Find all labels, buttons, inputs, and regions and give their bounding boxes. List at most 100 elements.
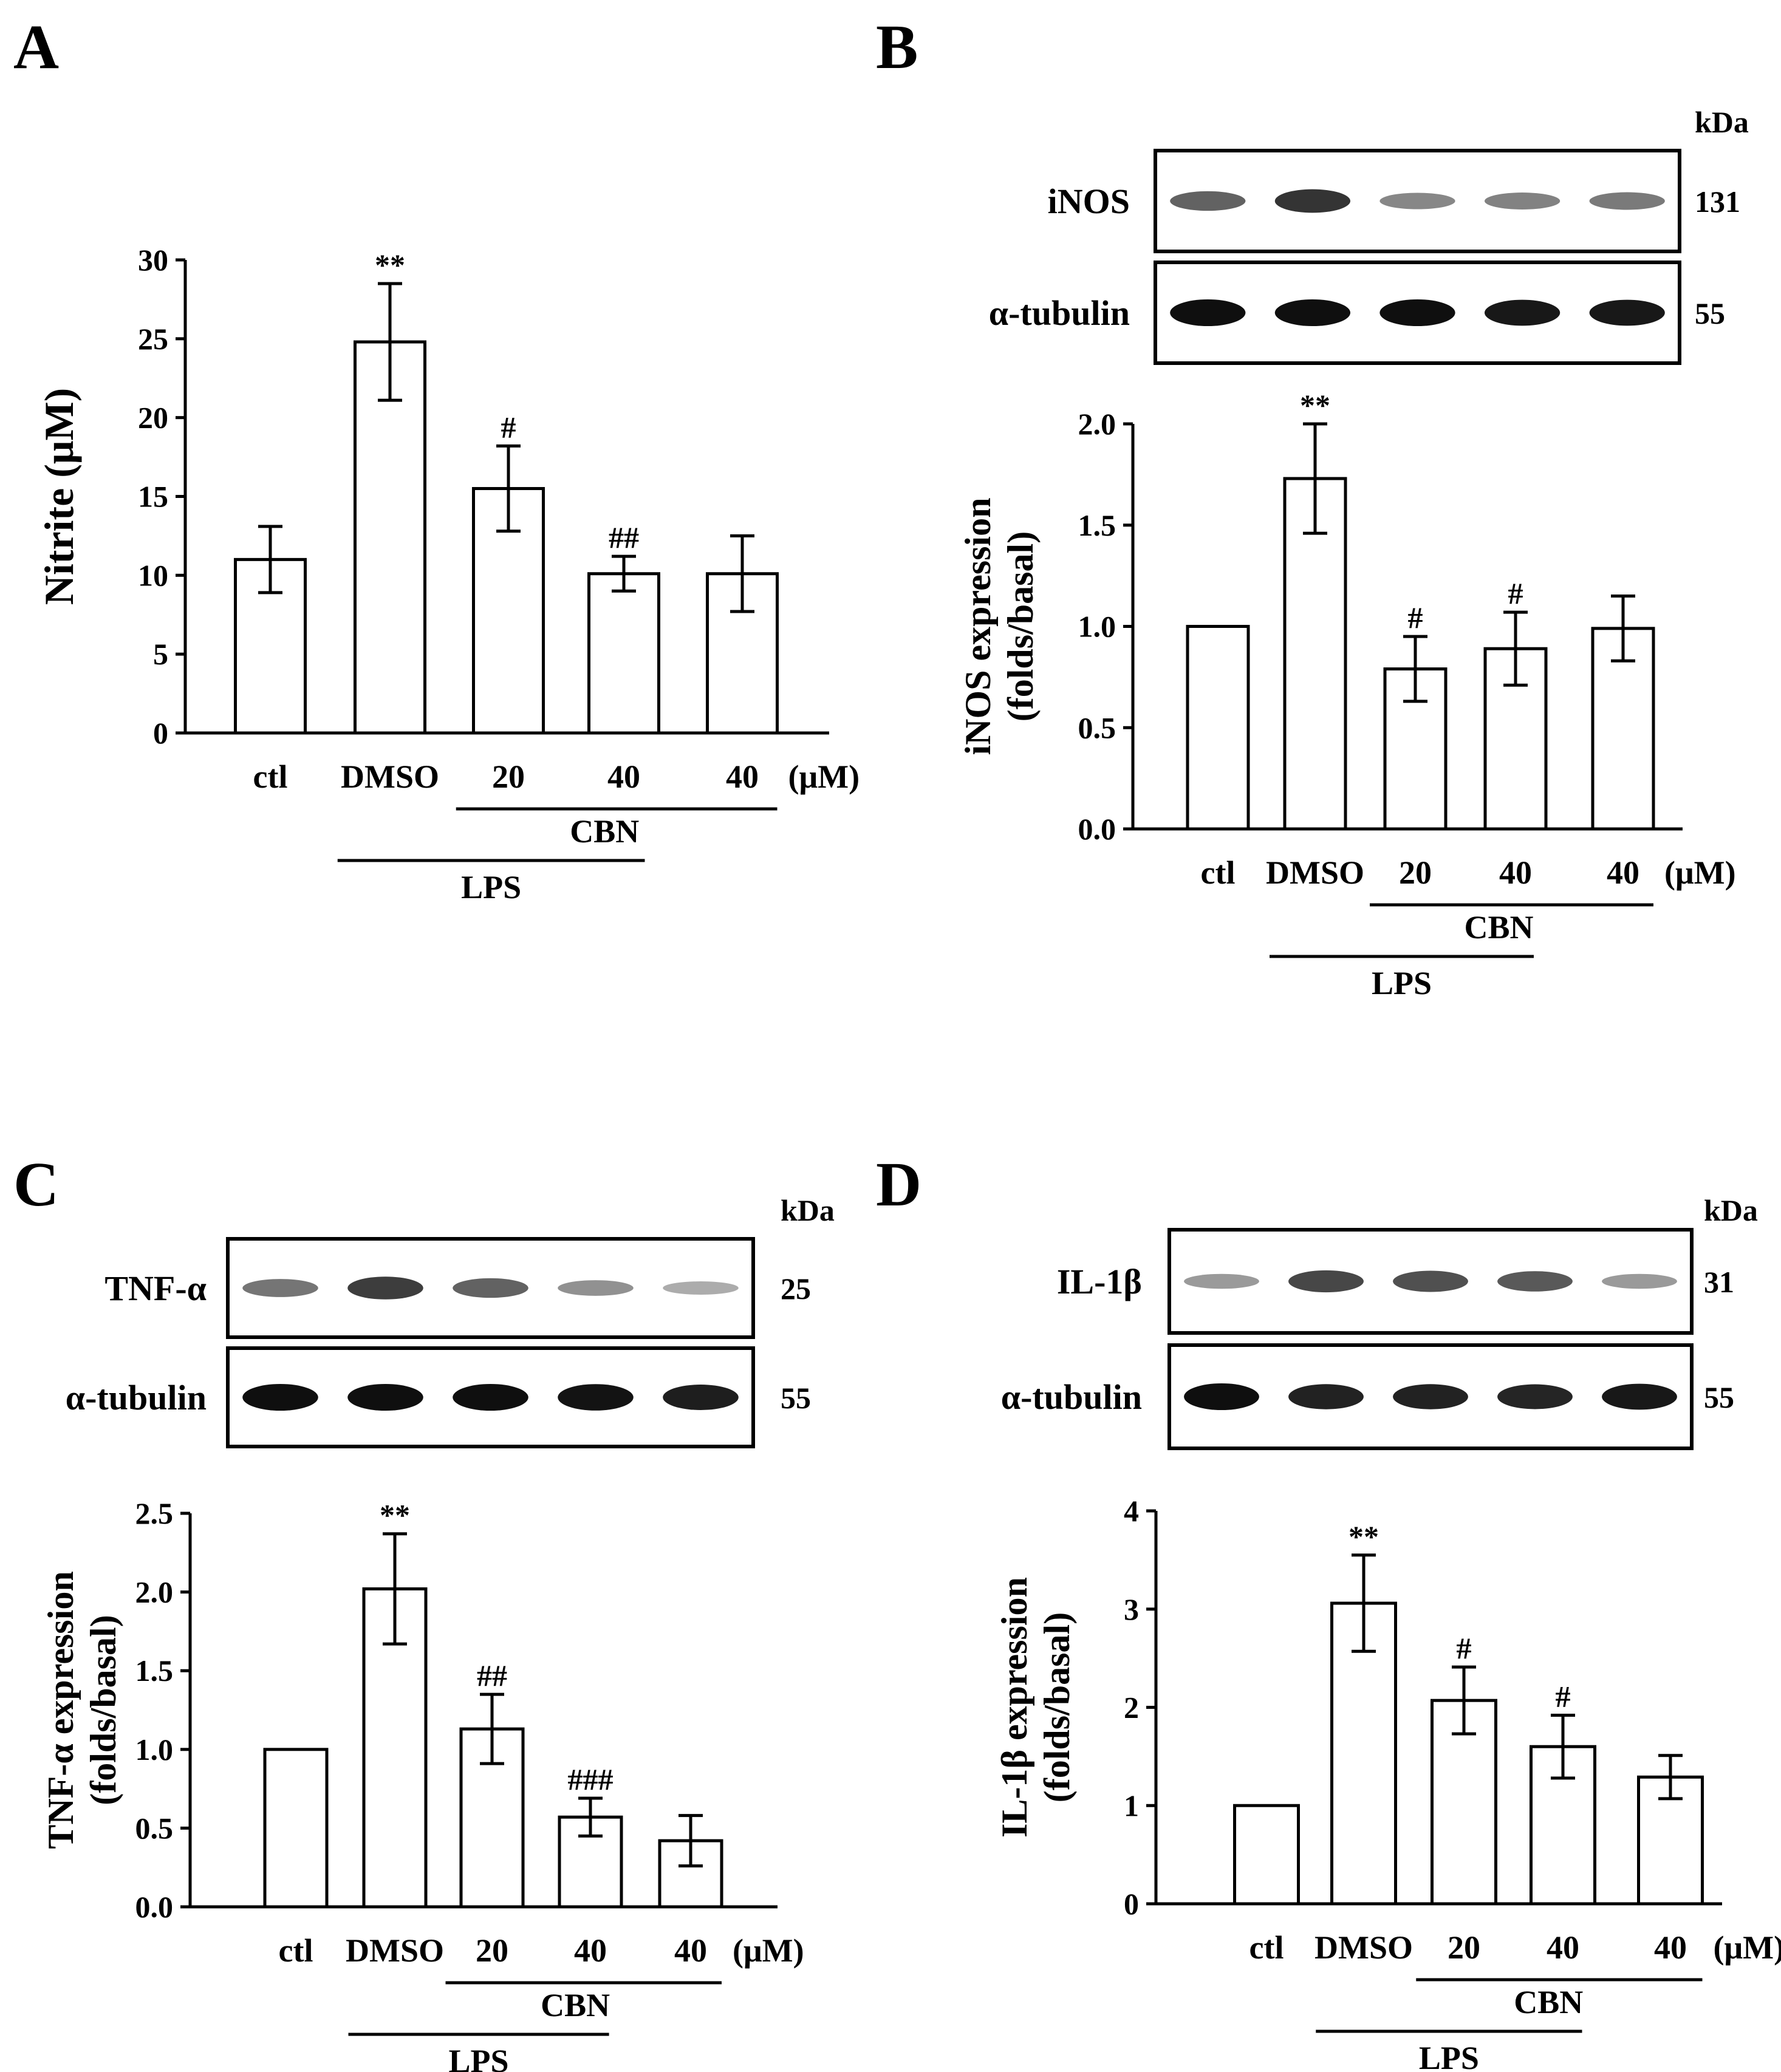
lps-label: LPS	[449, 2043, 509, 2072]
blot-band	[1589, 299, 1665, 326]
blot-band	[453, 1384, 528, 1411]
blot-band	[347, 1384, 423, 1411]
y-tick-label: 2	[1124, 1691, 1139, 1725]
significance-mark: **	[1349, 1519, 1379, 1553]
cbn-label: CBN	[1514, 1984, 1583, 2020]
significance-mark: ###	[568, 1762, 614, 1796]
blot-band	[1288, 1270, 1364, 1293]
blot-band	[1484, 193, 1561, 210]
unit-label: (μM)	[733, 1932, 804, 1969]
y-tick-label: 1.0	[135, 1733, 174, 1767]
blot-band	[1497, 1271, 1573, 1292]
blot-band	[1170, 299, 1246, 326]
blot-band	[1288, 1384, 1364, 1409]
y-tick-label: 1.5	[1078, 508, 1116, 542]
significance-mark: #	[1457, 1631, 1472, 1665]
blot-band	[1484, 299, 1561, 326]
y-tick-label: 5	[153, 637, 168, 671]
blot-kda: 55	[1695, 296, 1725, 330]
y-tick-label: 0.0	[1078, 812, 1116, 846]
blot-band	[1497, 1384, 1573, 1409]
bar	[1233, 1804, 1300, 1906]
y-axis-title: IL-1β expression	[994, 1577, 1034, 1838]
x-category-label: 40	[574, 1932, 607, 1969]
y-tick-label: 10	[138, 558, 168, 592]
blot-kda: 55	[781, 1381, 811, 1415]
x-category-label: DMSO	[1266, 854, 1364, 891]
y-tick-label: 25	[138, 322, 168, 356]
bar	[1330, 1601, 1397, 1906]
y-tick-label: 0.5	[1078, 711, 1116, 745]
significance-mark: #	[1408, 601, 1423, 635]
x-category-label: 20	[476, 1932, 508, 1969]
x-category-label: 40	[1499, 854, 1532, 891]
blot-band	[663, 1385, 739, 1410]
significance-mark: #	[1556, 1679, 1571, 1713]
y-tick-label: 20	[138, 401, 168, 435]
significance-mark: **	[1300, 388, 1330, 422]
bar	[1283, 477, 1347, 831]
blot-band	[1393, 1384, 1468, 1409]
blot-band	[1379, 299, 1455, 326]
blot-kda: 131	[1695, 185, 1740, 219]
bar	[1530, 1745, 1596, 1906]
cbn-label: CBN	[541, 1987, 610, 2023]
panel-a-chart: 0 5 10 15 20 25 30 Nitrite (μM) ctl ** DMSO #20 ## 40…	[36, 243, 860, 905]
blot-band	[242, 1384, 318, 1411]
x-category-label: DMSO	[341, 758, 439, 795]
x-category-label: 20	[1399, 854, 1432, 891]
x-category-label: ctl	[253, 758, 288, 795]
x-category-label: 40	[1607, 854, 1639, 891]
unit-label: (μM)	[1714, 1929, 1781, 1966]
blot-label: TNF-α	[104, 1269, 207, 1308]
x-category-label: ctl	[1201, 854, 1236, 891]
blot-band	[453, 1278, 528, 1298]
blot-band	[1274, 189, 1351, 213]
blot-band	[1589, 192, 1665, 210]
y-tick-label: 0	[1124, 1887, 1139, 1921]
lps-label: LPS	[1419, 2040, 1479, 2072]
y-tick-label: 2.0	[135, 1575, 174, 1609]
panel-letter-a: A	[13, 12, 59, 82]
blot-band	[1184, 1273, 1259, 1289]
blot-label: α-tubulin	[989, 293, 1130, 333]
significance-mark: **	[380, 1498, 410, 1532]
y-tick-label: 30	[138, 243, 168, 277]
panel-c-chart: 0.0 0.5 1.0 1.5 2.0 2.5 TNF-α expression (folds…	[41, 1193, 835, 2072]
panel-letter-c: C	[13, 1150, 59, 1219]
y-axis-title: (folds/basal)	[1000, 531, 1041, 721]
panel-d-chart: 0 1 2 3 4 IL-1β expression (folds/basal) ctl ** D…	[994, 1193, 1781, 2072]
kda-header: kDa	[1695, 105, 1749, 139]
y-tick-label: 15	[138, 480, 168, 514]
x-category-label: 40	[1654, 1929, 1687, 1966]
kda-header: kDa	[1704, 1193, 1758, 1227]
x-category-label: 40	[1547, 1929, 1579, 1966]
y-tick-label: 0.0	[135, 1890, 174, 1924]
significance-mark: ##	[609, 520, 639, 554]
bar	[1186, 625, 1250, 831]
x-category-label: ctl	[279, 1932, 313, 1969]
blot-label: α-tubulin	[1001, 1377, 1142, 1417]
blot-band	[1184, 1383, 1259, 1410]
y-axis-title: iNOS expression	[958, 498, 998, 755]
lps-label: LPS	[461, 869, 521, 905]
blot-band	[347, 1276, 423, 1300]
y-axis-title: (folds/basal)	[83, 1615, 123, 1805]
blot-band	[1379, 193, 1455, 210]
blot-label: α-tubulin	[66, 1378, 207, 1417]
bar	[587, 572, 660, 735]
cbn-label: CBN	[1464, 909, 1533, 946]
y-tick-label: 1.0	[1078, 610, 1116, 644]
x-category-label: DMSO	[1314, 1929, 1413, 1966]
blot-band	[663, 1281, 739, 1295]
blot-label: IL-1β	[1057, 1262, 1142, 1301]
panel-letter-b: B	[876, 12, 918, 82]
blot-band	[558, 1280, 634, 1296]
blot-kda: 55	[1704, 1380, 1734, 1414]
panel-letter-d: D	[876, 1150, 921, 1219]
x-category-label: DMSO	[346, 1932, 444, 1969]
y-tick-label: 1.5	[135, 1654, 174, 1688]
cbn-label: CBN	[570, 813, 639, 850]
y-tick-label: 4	[1124, 1494, 1139, 1528]
significance-mark: ##	[477, 1658, 507, 1692]
